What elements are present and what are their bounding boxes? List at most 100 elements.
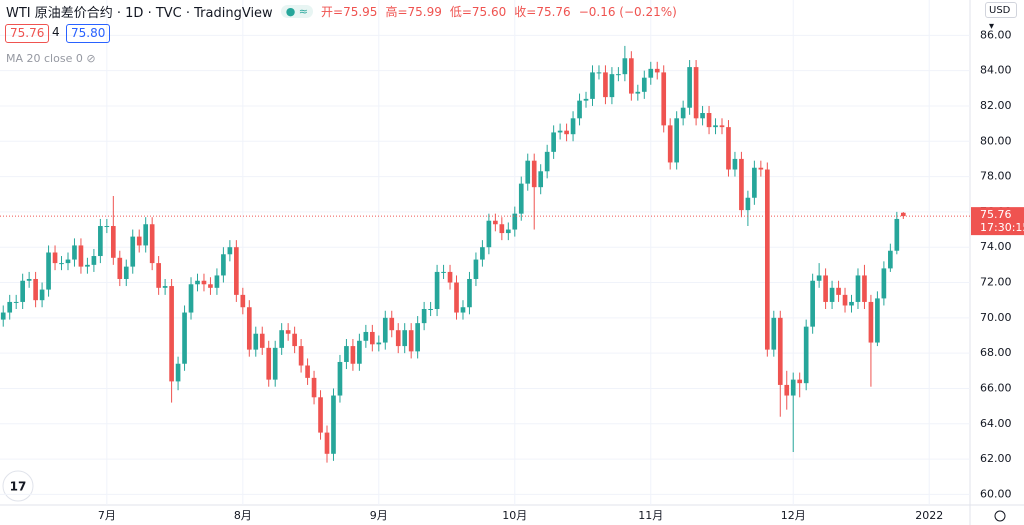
settings-icon[interactable] — [994, 510, 1006, 522]
candle-body — [376, 342, 382, 345]
ohlc-high: 高=75.99 — [385, 5, 442, 19]
candle-body — [357, 340, 362, 364]
candle-body — [331, 395, 336, 454]
y-tick-label: 74.00 — [980, 240, 1012, 253]
candle-body — [596, 72, 602, 74]
ohlc-open: 开=75.95 — [321, 5, 378, 19]
candle-body — [629, 58, 634, 94]
candle-body — [719, 125, 725, 128]
ohlc-close: 收=75.76 — [514, 5, 571, 19]
candle-body — [13, 301, 19, 303]
candle-body — [512, 213, 518, 230]
spread: 4 — [52, 25, 60, 39]
candle-body — [888, 250, 893, 269]
candle-body — [78, 245, 84, 267]
currency: USD — [989, 5, 1011, 16]
candle-body — [564, 130, 569, 135]
symbol-title: WTI 原油差价合约 · 1D · TVC · TradingView — [6, 6, 273, 21]
candle-body — [389, 317, 395, 331]
candle-body — [52, 252, 58, 264]
candle-body — [350, 346, 356, 364]
candle-body — [33, 278, 38, 301]
y-tick-label: 60.00 — [980, 487, 1012, 500]
candle-body — [480, 247, 485, 260]
candle-body — [693, 67, 699, 119]
candle-body — [538, 171, 544, 188]
candle-body — [201, 280, 207, 285]
candle-body — [136, 236, 142, 246]
candle-body — [551, 132, 556, 152]
y-tick-label: 80.00 — [980, 134, 1012, 147]
candle-body — [803, 326, 809, 384]
candle-body — [486, 220, 492, 248]
candle-body — [0, 312, 6, 320]
candle-body — [842, 294, 848, 306]
candle-body — [298, 346, 304, 366]
candle-body — [421, 309, 427, 324]
candle-body — [875, 298, 880, 343]
candle-body — [363, 331, 369, 341]
candle-body — [72, 245, 77, 260]
candle-body — [603, 72, 608, 98]
candle-body — [680, 107, 686, 119]
candle-body — [460, 307, 466, 313]
candle-body — [745, 197, 751, 211]
candle-body — [428, 309, 433, 311]
header: WTI 原油差价合约 · 1D · TVC · TradingView ● ≈ … — [6, 2, 677, 22]
candle-body — [402, 330, 408, 347]
currency-select[interactable]: USD ▾ — [985, 2, 1017, 32]
candle-body — [415, 323, 420, 352]
candle-body — [836, 287, 841, 295]
y-tick-label: 62.00 — [980, 452, 1012, 465]
candle-body — [700, 113, 705, 119]
candle-body — [46, 252, 51, 290]
candle-body — [169, 286, 174, 382]
candle-body — [499, 224, 505, 234]
candle-body — [369, 331, 375, 345]
candle-body — [752, 167, 757, 198]
candle-body — [732, 158, 738, 170]
candle-body — [182, 312, 187, 364]
eye-icon[interactable]: ⊘ — [86, 52, 96, 65]
candle-body — [7, 301, 13, 313]
candle-body — [862, 275, 867, 302]
last-price-label: 75.76 — [980, 208, 1012, 221]
candle-body — [706, 113, 712, 128]
candle-body — [311, 377, 317, 398]
candle-body — [156, 263, 161, 288]
candle-body — [635, 91, 641, 94]
ohlc-low: 低=75.60 — [449, 5, 507, 19]
candle-body — [493, 220, 498, 225]
candle-body — [266, 347, 272, 380]
candle-body — [162, 286, 168, 288]
candle-body — [110, 226, 116, 258]
x-tick-label: 2022 — [915, 509, 943, 522]
candle-body — [324, 432, 330, 454]
candle-body — [149, 224, 155, 264]
candle-body — [227, 247, 233, 255]
candle-body — [143, 224, 149, 246]
candle-body — [654, 68, 660, 73]
candle-body — [240, 294, 246, 308]
x-tick-label: 9月 — [370, 509, 388, 522]
candle-body — [894, 218, 900, 251]
buy-button[interactable]: 75.80 — [66, 24, 111, 43]
candle-body — [577, 100, 582, 119]
candle-body — [208, 284, 213, 288]
candle-body — [175, 363, 181, 382]
candle-body — [622, 58, 628, 75]
x-tick-label: 11月 — [638, 509, 663, 522]
candle-body — [344, 346, 349, 362]
candle-body — [20, 280, 25, 302]
candle-body — [900, 212, 906, 217]
sell-button[interactable]: 75.76 — [5, 24, 50, 43]
status-badge: ● ≈ — [280, 5, 314, 18]
ohlc-change: −0.16 (−0.21%) — [578, 4, 677, 19]
candle-body — [771, 317, 777, 350]
candle-body — [505, 229, 511, 234]
svg-text:17: 17 — [10, 480, 27, 494]
candle-body — [195, 280, 200, 285]
candle-body — [467, 278, 472, 308]
